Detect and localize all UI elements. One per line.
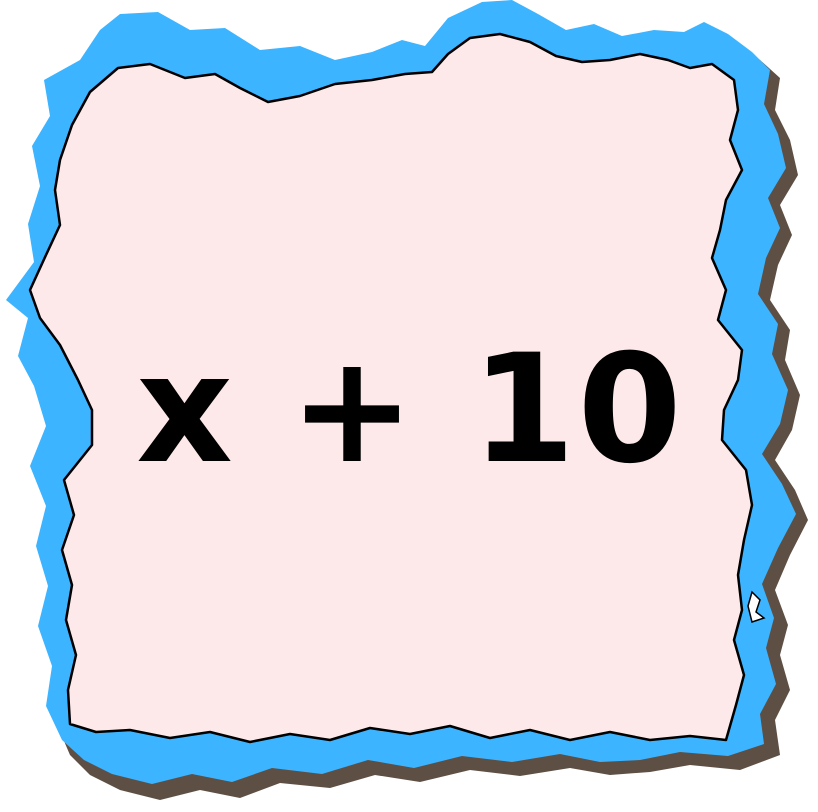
frame-notch bbox=[747, 590, 766, 623]
math-expression: x + 10 bbox=[136, 323, 684, 497]
frame-paper bbox=[28, 32, 754, 744]
